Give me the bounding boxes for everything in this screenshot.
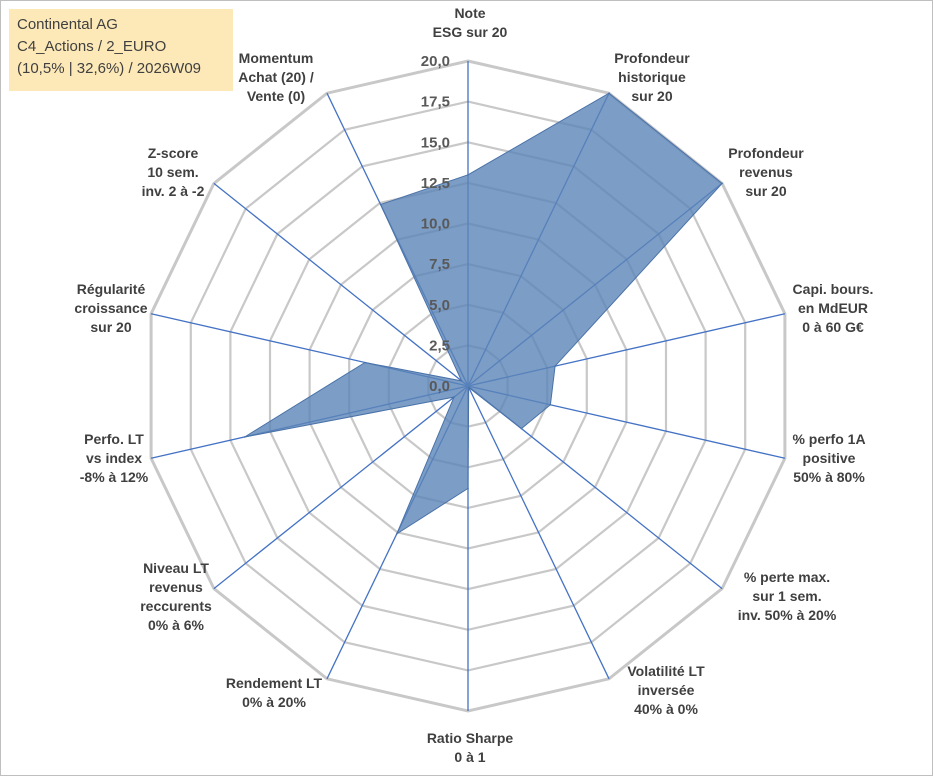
- title-company: Continental AG: [17, 16, 118, 33]
- data-point: [364, 361, 366, 364]
- tick-label: 17,5: [421, 94, 450, 111]
- axis-label: en MdEUR: [798, 300, 868, 316]
- axis-label-group: Z-score 10 sem. inv. 2 à -2: [142, 145, 205, 199]
- axis-label-group: Niveau LT revenus reccurents 0% à 6%: [140, 560, 212, 633]
- label-layer: Note ESG sur 20 Profondeur historique sur 20…: [74, 5, 873, 765]
- axis-label: 0% à 6%: [148, 617, 205, 633]
- data-point: [467, 174, 469, 176]
- axis-label: historique: [618, 69, 686, 85]
- axis-label: 40% à 0%: [634, 701, 698, 717]
- data-point: [520, 427, 523, 430]
- axis-label: Profondeur: [728, 145, 804, 161]
- tick-label: 20,0: [421, 53, 450, 70]
- tick-label: 0,0: [429, 378, 450, 395]
- axis-label-group: Note ESG sur 20: [433, 5, 508, 40]
- axis-label: Profondeur: [614, 50, 690, 66]
- axis-label: positive: [803, 450, 856, 466]
- title-stats: (10,5% | 32,6%) / 2026W09: [17, 60, 201, 77]
- axis-label: sur 20: [745, 183, 786, 199]
- axis-label: 50% à 80%: [793, 469, 865, 485]
- axis-label: Z-score: [148, 145, 199, 161]
- axis-label-group: Momentum Achat (20) / Vente (0): [238, 50, 314, 104]
- tick-label: 7,5: [429, 256, 450, 273]
- data-point: [396, 533, 398, 535]
- axis-label: vs index: [86, 450, 142, 466]
- axis-label: inversée: [638, 682, 695, 698]
- data-point: [608, 92, 610, 94]
- title-box: Continental AG C4_Actions / 2_EURO (10,5…: [9, 9, 233, 91]
- series-area: [244, 92, 723, 536]
- axis-label: reccurents: [140, 598, 212, 614]
- data-point: [460, 380, 463, 382]
- data-point: [549, 404, 552, 406]
- axis-label: Volatilité LT: [627, 663, 705, 679]
- axis-label: % perte max.: [744, 569, 830, 585]
- axis-label: inv. 50% à 20%: [738, 607, 837, 623]
- tick-label: 12,5: [421, 175, 450, 192]
- axis-label: 0 à 60 G€: [802, 319, 864, 335]
- data-point: [379, 203, 382, 206]
- axis-label: ESG sur 20: [433, 24, 508, 40]
- axis-label: sur 20: [90, 319, 131, 335]
- axis-label-group: Rendement LT 0% à 20%: [226, 675, 323, 710]
- axis-label: -8% à 12%: [80, 469, 149, 485]
- axis-label-group: Perfo. LT vs index -8% à 12%: [80, 431, 149, 485]
- tick-layer: 0,0 2,5 5,0 7,5 10,0 12,5 15,0 17,5 20,0: [421, 53, 450, 395]
- axis-label-group: Ratio Sharpe 0 à 1: [427, 730, 514, 765]
- axis-spoke: [213, 182, 469, 387]
- axis-label: % perfo 1A: [792, 431, 865, 447]
- data-point: [453, 396, 455, 398]
- data-point: [243, 436, 246, 438]
- axis-label: Niveau LT: [143, 560, 209, 576]
- tick-label: 15,0: [421, 134, 450, 151]
- axis-label: revenus: [739, 164, 793, 180]
- axis-label: Momentum: [239, 50, 314, 66]
- axis-label: inv. 2 à -2: [142, 183, 205, 199]
- axis-spoke: [467, 385, 610, 680]
- axis-label: sur 20: [631, 88, 672, 104]
- data-point: [467, 487, 469, 490]
- axis-label-group: % perte max. sur 1 sem. inv. 50% à 20%: [738, 569, 837, 623]
- title-category: C4_Actions / 2_EURO: [17, 38, 167, 55]
- data-point: [721, 182, 723, 185]
- tick-label: 5,0: [429, 297, 450, 314]
- axis-label: Capi. bours.: [793, 281, 874, 297]
- tick-label: 2,5: [429, 337, 450, 354]
- axis-label: 10 sem.: [147, 164, 198, 180]
- axis-label-group: Profondeur revenus sur 20: [728, 145, 804, 199]
- axis-label: Perfo. LT: [84, 431, 144, 447]
- axis-label-group: % perfo 1A positive 50% à 80%: [792, 431, 865, 485]
- axis-label: 0% à 20%: [242, 694, 306, 710]
- axis-label: Vente (0): [247, 88, 305, 104]
- axis-label-group: Capi. bours. en MdEUR 0 à 60 G€: [793, 281, 874, 335]
- axis-label: 0 à 1: [454, 749, 485, 765]
- axis-label: sur 1 sem.: [752, 588, 821, 604]
- axis-label-group: Profondeur historique sur 20: [614, 50, 690, 104]
- axis-label: Régularité: [77, 281, 146, 297]
- axis-label: Ratio Sharpe: [427, 730, 514, 746]
- axis-spoke: [213, 385, 469, 590]
- axis-label: Achat (20) /: [238, 69, 314, 85]
- axis-label-group: Volatilité LT inversée 40% à 0%: [627, 663, 705, 717]
- axis-label: croissance: [74, 300, 147, 316]
- tick-label: 10,0: [421, 216, 450, 233]
- area-layer: [243, 92, 723, 536]
- axis-label: revenus: [149, 579, 203, 595]
- data-point: [554, 365, 556, 367]
- axis-label-group: Régularité croissance sur 20: [74, 281, 147, 335]
- axis-label: Note: [454, 5, 485, 21]
- axis-label: Rendement LT: [226, 675, 323, 691]
- data-point: [467, 386, 470, 389]
